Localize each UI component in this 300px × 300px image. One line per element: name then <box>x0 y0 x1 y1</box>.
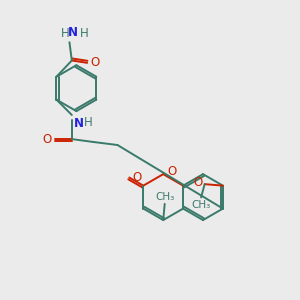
Text: CH₃: CH₃ <box>191 200 211 210</box>
Text: N: N <box>74 117 84 130</box>
Text: O: O <box>167 165 176 178</box>
Text: H: H <box>84 116 93 129</box>
Text: CH₃: CH₃ <box>155 191 174 202</box>
Text: O: O <box>42 133 51 146</box>
Text: H: H <box>61 27 70 40</box>
Text: H: H <box>80 27 89 40</box>
Text: O: O <box>133 171 142 184</box>
Text: O: O <box>90 56 99 69</box>
Text: N: N <box>68 26 78 39</box>
Text: O: O <box>193 176 202 190</box>
